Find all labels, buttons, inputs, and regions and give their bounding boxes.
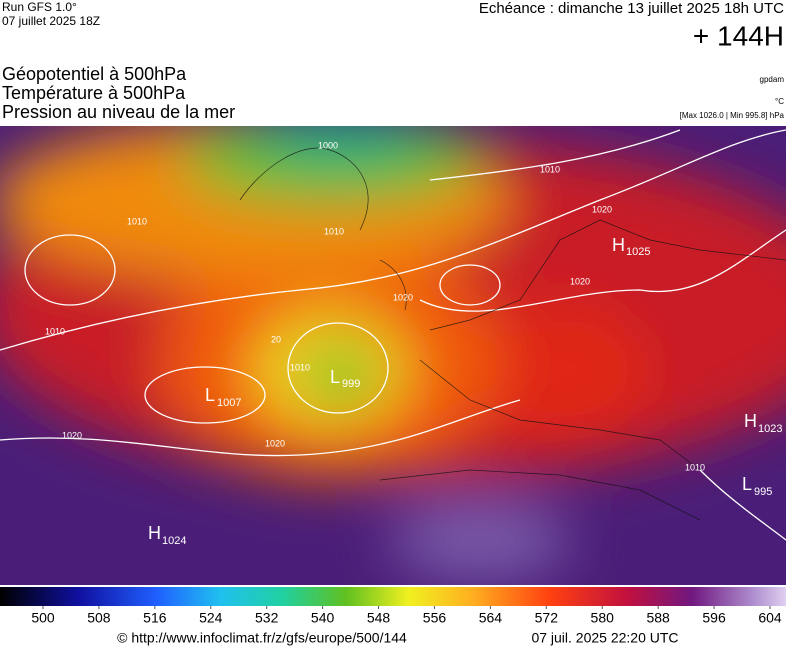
system-letter: H (148, 523, 161, 543)
map: 1000 1010 1020 1010 1020 1020 1010 1010 … (0, 126, 786, 585)
contour-label: 1010 (290, 362, 310, 372)
contour-label: 1000 (318, 140, 338, 150)
system-letter: H (612, 235, 625, 255)
colorbar-tick-label: 516 (143, 610, 167, 626)
colorbar-tick-label: 500 (31, 610, 55, 626)
colorbar-tick-label: 564 (479, 610, 503, 626)
colorbar-tick-label: 548 (367, 610, 391, 626)
contour-label: 1010 (540, 164, 560, 174)
field-title: Température à 500hPa (2, 83, 186, 103)
colorbar-tick-label: 572 (535, 610, 559, 626)
footer-url: © http://www.infoclimat.fr/z/gfs/europe/… (117, 630, 407, 646)
colorbar-tick-label: 540 (311, 610, 335, 626)
contour-label: 1020 (393, 292, 413, 302)
system-value: 1007 (217, 397, 241, 409)
field-title: Géopotentiel à 500hPa (2, 64, 187, 84)
contour-label: 1010 (324, 226, 344, 236)
system-value: 1024 (162, 535, 186, 547)
contour-label: 1010 (45, 326, 65, 336)
unit: gpdam (760, 75, 785, 84)
run: Run GFS 1.0° (2, 0, 77, 14)
unit: [Max 1026.0 | Min 995.8] hPa (680, 111, 785, 120)
colorbar-tick-label: 524 (199, 610, 223, 626)
run-date: 07 juillet 2025 18Z (2, 14, 100, 28)
colorbar-tick-label: 508 (87, 610, 111, 626)
field-title: Pression au niveau de la mer (2, 102, 235, 122)
footer-date: 07 juil. 2025 22:20 UTC (531, 630, 678, 646)
lead-time: + 144H (693, 20, 784, 51)
system-value: 995 (754, 486, 772, 498)
contour-label: 20 (271, 334, 281, 344)
valid-time: Echéance : dimanche 13 juillet 2025 18h … (479, 0, 784, 17)
colorbar-tick-label: 532 (255, 610, 279, 626)
colorbar-tick-label: 556 (423, 610, 447, 626)
unit: °C (775, 97, 784, 106)
system-value: 1025 (626, 246, 650, 258)
contour-label: 1020 (592, 204, 612, 214)
system-letter: L (742, 474, 752, 494)
colorbar-tick-label: 580 (591, 610, 615, 626)
system-letter: H (744, 411, 757, 431)
system-value: 999 (342, 378, 360, 390)
contour-label: 1010 (685, 462, 705, 472)
system-letter: L (205, 385, 215, 405)
contour-label: 1020 (265, 438, 285, 448)
system-value: 1023 (758, 423, 782, 435)
colorbar-tick-label: 588 (646, 610, 670, 626)
colorbar-tick-label: 604 (758, 610, 782, 626)
contour-label: 1020 (62, 430, 82, 440)
contour-label: 1020 (570, 276, 590, 286)
contour-label: 1010 (127, 216, 147, 226)
system-letter: L (330, 367, 340, 387)
colorbar (0, 587, 786, 606)
colorbar-tick-label: 596 (702, 610, 726, 626)
